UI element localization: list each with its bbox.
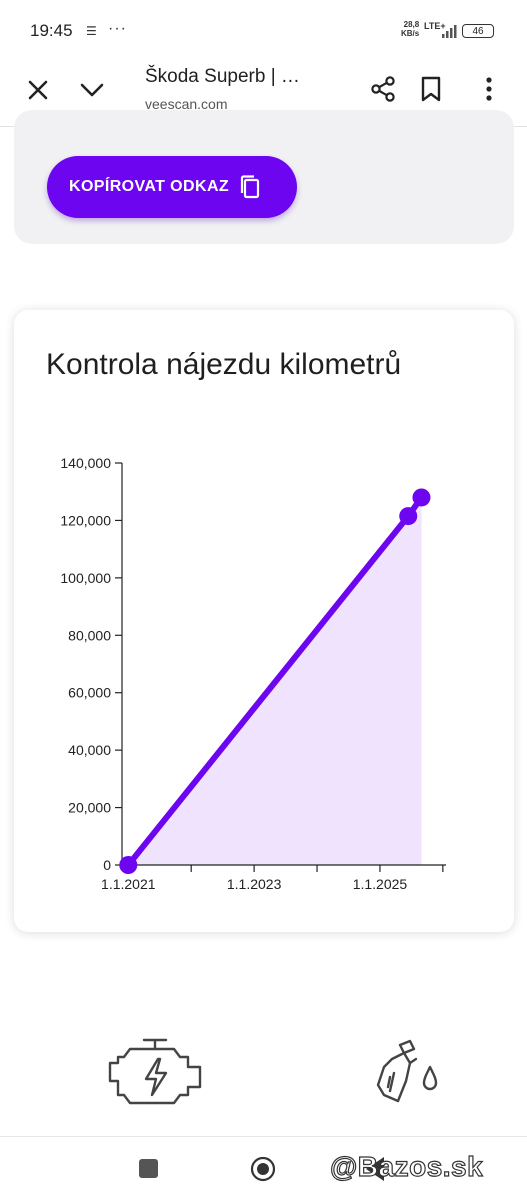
copy-link-button[interactable]: KOPÍROVAT ODKAZ — [47, 156, 297, 218]
more-notifications-icon: ··· — [108, 20, 127, 37]
net-speed-unit: KB/s — [401, 29, 420, 38]
layers-icon: ☰ — [86, 24, 97, 38]
x-tick-label: 1.1.2021 — [101, 876, 156, 892]
y-tick-label: 100,000 — [60, 570, 111, 586]
y-tick-label: 40,000 — [68, 742, 111, 758]
data-point — [119, 856, 138, 874]
copy-link-label: KOPÍROVAT ODKAZ — [69, 178, 230, 195]
status-time: 19:45 — [30, 21, 73, 40]
back-button[interactable] — [366, 1157, 384, 1181]
home-button[interactable] — [250, 1156, 276, 1182]
y-tick-label: 20,000 — [68, 800, 111, 816]
share-icon[interactable] — [366, 72, 400, 106]
bookmark-icon[interactable] — [414, 72, 448, 106]
y-tick-label: 140,000 — [60, 455, 111, 471]
signal-icon — [442, 25, 457, 38]
network-type: LTE+ — [424, 21, 446, 31]
series-area — [128, 497, 422, 865]
net-speed: 28,8 KB/s — [401, 20, 419, 38]
watermark: @Bazos.sk — [329, 1150, 484, 1182]
page-url[interactable]: veescan.com — [145, 96, 228, 112]
net-speed-value: 28,8 — [403, 20, 420, 29]
copy-icon — [240, 175, 260, 199]
y-tick-label: 0 — [103, 857, 111, 873]
system-navigation-bar: @Bazos.sk — [0, 1136, 527, 1201]
close-icon[interactable] — [22, 74, 54, 106]
y-tick-label: 120,000 — [60, 512, 111, 528]
fuel-pump-icon[interactable] — [370, 1037, 442, 1109]
data-point — [412, 488, 431, 507]
status-bar: 19:45 ☰ ··· 28,8 KB/s LTE+ 46 — [0, 0, 527, 60]
engine-icon[interactable] — [108, 1037, 204, 1107]
y-tick-label: 80,000 — [68, 627, 111, 643]
battery-indicator: 46 — [462, 24, 494, 38]
x-tick-label: 1.1.2023 — [227, 876, 282, 892]
data-point — [399, 507, 418, 526]
x-tick-label: 1.1.2025 — [353, 876, 408, 892]
chevron-down-icon[interactable] — [76, 74, 108, 106]
page-title[interactable]: Škoda Superb | … — [145, 66, 300, 87]
more-options-icon[interactable] — [474, 72, 504, 106]
chart-title: Kontrola nájezdu kilometrů — [46, 348, 402, 381]
y-tick-label: 60,000 — [68, 685, 111, 701]
recent-apps-button[interactable] — [139, 1159, 158, 1178]
